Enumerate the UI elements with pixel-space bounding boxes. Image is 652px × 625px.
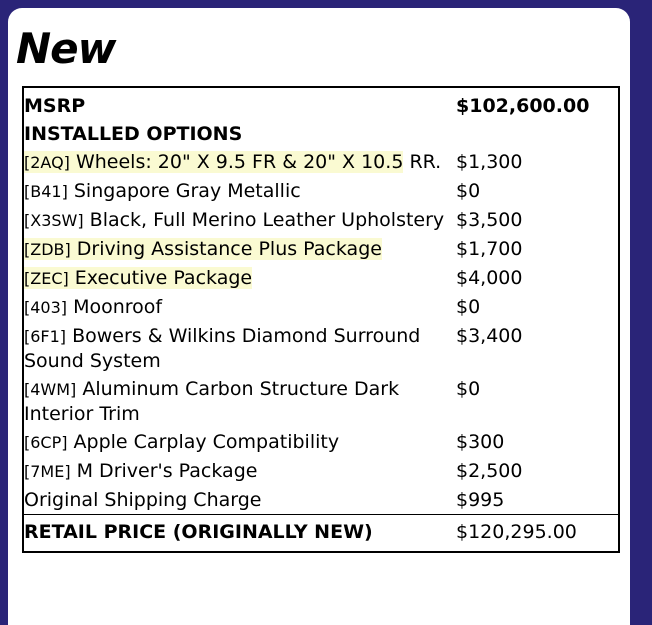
option-row: [2AQ] Wheels: 20" X 9.5 FR & 20" X 10.5 … bbox=[23, 148, 619, 177]
option-code: [6CP] bbox=[24, 433, 68, 453]
option-code: [403] bbox=[24, 298, 68, 318]
option-name: Original Shipping Charge bbox=[24, 489, 262, 512]
option-price: $300 bbox=[456, 431, 505, 454]
option-price: $1,300 bbox=[456, 151, 523, 174]
option-name: Black, Full Merino Leather Upholstery bbox=[89, 209, 445, 232]
msrp-label: MSRP bbox=[24, 95, 86, 118]
option-row: Original Shipping Charge $995 bbox=[23, 486, 619, 515]
option-name: Wheels: 20" X 9.5 FR & 20" X 10.5 bbox=[75, 151, 404, 174]
option-name: Singapore Gray Metallic bbox=[73, 180, 301, 203]
option-price: $995 bbox=[456, 489, 505, 512]
option-row: [6CP] Apple Carplay Compatibility $300 bbox=[23, 428, 619, 457]
pricing-table: MSRP $102,600.00 INSTALLED OPTIONS [2AQ]… bbox=[22, 86, 620, 554]
option-description: [403] Moonroof bbox=[23, 293, 456, 322]
option-name: Apple Carplay Compatibility bbox=[73, 431, 340, 454]
option-name: Aluminum Carbon Structure Dark Interior … bbox=[24, 378, 400, 426]
listing-page: New MSRP $102,600.00 INSTALLED OPTIONS [… bbox=[8, 8, 630, 625]
retail-price-value: $120,295.00 bbox=[456, 514, 619, 553]
option-name-suffix: RR. bbox=[403, 151, 442, 174]
msrp-value: $102,600.00 bbox=[456, 95, 590, 118]
retail-price-label: RETAIL PRICE (ORIGINALLY NEW) bbox=[23, 514, 456, 553]
option-price: $3,500 bbox=[456, 209, 523, 232]
option-name: Driving Assistance Plus Package bbox=[76, 238, 382, 261]
option-name: Moonroof bbox=[73, 296, 163, 319]
option-text-highlighted: [2AQ] Wheels: 20" X 9.5 FR & 20" X 10.5 bbox=[24, 151, 404, 174]
option-description: Original Shipping Charge bbox=[23, 486, 456, 515]
option-text-highlighted: [ZDB] Driving Assistance Plus Package bbox=[24, 238, 382, 261]
option-text: [6F1] Bowers & Wilkins Diamond Surround … bbox=[24, 325, 420, 372]
option-code: [ZDB] bbox=[24, 240, 71, 260]
option-row: [X3SW] Black, Full Merino Leather Uphols… bbox=[23, 206, 619, 235]
option-price: $0 bbox=[456, 180, 481, 203]
installed-options-header: INSTALLED OPTIONS bbox=[24, 123, 243, 146]
option-price: $0 bbox=[456, 296, 481, 319]
option-text: [6CP] Apple Carplay Compatibility bbox=[24, 431, 339, 453]
option-text: [X3SW] Black, Full Merino Leather Uphols… bbox=[24, 209, 444, 231]
option-price: $2,500 bbox=[456, 460, 523, 483]
option-description: [6F1] Bowers & Wilkins Diamond Surround … bbox=[23, 322, 456, 375]
option-price: $3,400 bbox=[456, 325, 523, 348]
option-code: [7ME] bbox=[24, 462, 71, 482]
option-text: [403] Moonroof bbox=[24, 296, 162, 318]
option-description: [4WM] Aluminum Carbon Structure Dark Int… bbox=[23, 375, 456, 428]
option-code: [ZEC] bbox=[24, 269, 69, 289]
installed-options-header-row: INSTALLED OPTIONS bbox=[23, 120, 619, 148]
option-text: [B41] Singapore Gray Metallic bbox=[24, 180, 301, 202]
option-row: [403] Moonroof $0 bbox=[23, 293, 619, 322]
option-code: [6F1] bbox=[24, 327, 67, 347]
option-row: [B41] Singapore Gray Metallic $0 bbox=[23, 177, 619, 206]
option-text: [4WM] Aluminum Carbon Structure Dark Int… bbox=[24, 378, 399, 425]
option-code: [2AQ] bbox=[24, 153, 70, 173]
option-row: [6F1] Bowers & Wilkins Diamond Surround … bbox=[23, 322, 619, 375]
option-name: M Driver's Package bbox=[76, 460, 258, 483]
option-row: [4WM] Aluminum Carbon Structure Dark Int… bbox=[23, 375, 619, 428]
option-text: [7ME] M Driver's Package bbox=[24, 460, 257, 482]
option-description: [6CP] Apple Carplay Compatibility bbox=[23, 428, 456, 457]
option-description: [2AQ] Wheels: 20" X 9.5 FR & 20" X 10.5 … bbox=[23, 148, 456, 177]
option-description: [B41] Singapore Gray Metallic bbox=[23, 177, 456, 206]
option-name: Bowers & Wilkins Diamond Surround Sound … bbox=[24, 325, 421, 373]
option-name: Executive Package bbox=[74, 267, 253, 290]
option-price: $0 bbox=[456, 378, 481, 401]
option-description: [ZEC] Executive Package bbox=[23, 264, 456, 293]
option-price: $1,700 bbox=[456, 238, 523, 261]
option-code: [X3SW] bbox=[24, 211, 84, 231]
option-description: [7ME] M Driver's Package bbox=[23, 457, 456, 486]
option-row: [ZDB] Driving Assistance Plus Package $1,… bbox=[23, 235, 619, 264]
pricing-box: MSRP $102,600.00 INSTALLED OPTIONS [2AQ]… bbox=[22, 86, 630, 554]
option-text: Original Shipping Charge bbox=[24, 489, 262, 511]
page-title: New bbox=[16, 24, 116, 73]
option-row: [ZEC] Executive Package $4,000 bbox=[23, 264, 619, 293]
option-price: $4,000 bbox=[456, 267, 523, 290]
option-code: [4WM] bbox=[24, 380, 77, 400]
option-description: [ZDB] Driving Assistance Plus Package bbox=[23, 235, 456, 264]
option-description: [X3SW] Black, Full Merino Leather Uphols… bbox=[23, 206, 456, 235]
retail-price-row: RETAIL PRICE (ORIGINALLY NEW) $120,295.0… bbox=[23, 514, 619, 553]
option-row: [7ME] M Driver's Package $2,500 bbox=[23, 457, 619, 486]
msrp-row: MSRP $102,600.00 bbox=[23, 87, 619, 120]
option-code: [B41] bbox=[24, 182, 68, 202]
option-text-highlighted: [ZEC] Executive Package bbox=[24, 267, 253, 290]
